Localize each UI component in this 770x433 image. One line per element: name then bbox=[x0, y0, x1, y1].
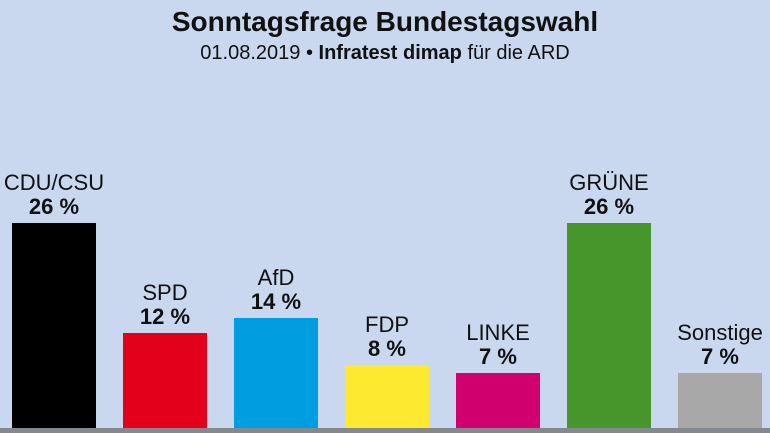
bar-spd bbox=[123, 333, 207, 428]
bar-group-cdu-csu: CDU/CSU 26 % bbox=[4, 171, 104, 428]
party-value-label: 14 % bbox=[250, 289, 302, 314]
party-value-label: 7 % bbox=[479, 344, 517, 369]
party-name-label: SPD bbox=[142, 280, 188, 305]
bar-linke bbox=[456, 373, 540, 428]
party-name-label: CDU/CSU bbox=[3, 170, 105, 195]
chart-title: Sonntagsfrage Bundestagswahl bbox=[171, 6, 599, 37]
party-name-label: Sonstige bbox=[677, 320, 763, 345]
bar-group-afd: AfD 14 % bbox=[234, 266, 318, 428]
subtitle-suffix: für die ARD bbox=[467, 42, 570, 64]
bar-afd bbox=[234, 318, 318, 428]
chart-subtitle: 01.08.2019 • Infratest dimap für die ARD bbox=[0, 42, 770, 65]
party-name-label: LINKE bbox=[466, 320, 530, 345]
bar-group-fdp: FDP 8 % bbox=[345, 313, 429, 428]
party-value-label: 26 % bbox=[583, 194, 635, 219]
chart-baseline bbox=[0, 428, 770, 433]
bar-group-sonstige: Sonstige 7 % bbox=[677, 320, 763, 428]
party-name-label: FDP bbox=[365, 312, 409, 337]
subtitle-source: Infratest dimap bbox=[318, 42, 462, 64]
party-value-label: 26 % bbox=[28, 194, 80, 219]
party-value-label: 8 % bbox=[368, 336, 406, 361]
party-name-label: GRÜNE bbox=[569, 170, 649, 195]
bar-cdu-csu bbox=[12, 223, 96, 428]
bar-gr-ne bbox=[567, 223, 651, 428]
party-value-label: 7 % bbox=[701, 344, 739, 369]
bar-fdp bbox=[345, 365, 429, 428]
bar-group-linke: LINKE 7 % bbox=[456, 321, 540, 428]
party-name-label: AfD bbox=[257, 265, 295, 290]
bar-sonstige bbox=[678, 373, 762, 428]
bar-group-gr-ne: GRÜNE 26 % bbox=[567, 171, 651, 428]
party-value-label: 12 % bbox=[139, 304, 191, 329]
bar-group-spd: SPD 12 % bbox=[123, 281, 207, 428]
subtitle-date: 01.08.2019 • bbox=[200, 42, 313, 64]
chart-header: Sonntagsfrage Bundestagswahl 01.08.2019 … bbox=[0, 0, 770, 65]
